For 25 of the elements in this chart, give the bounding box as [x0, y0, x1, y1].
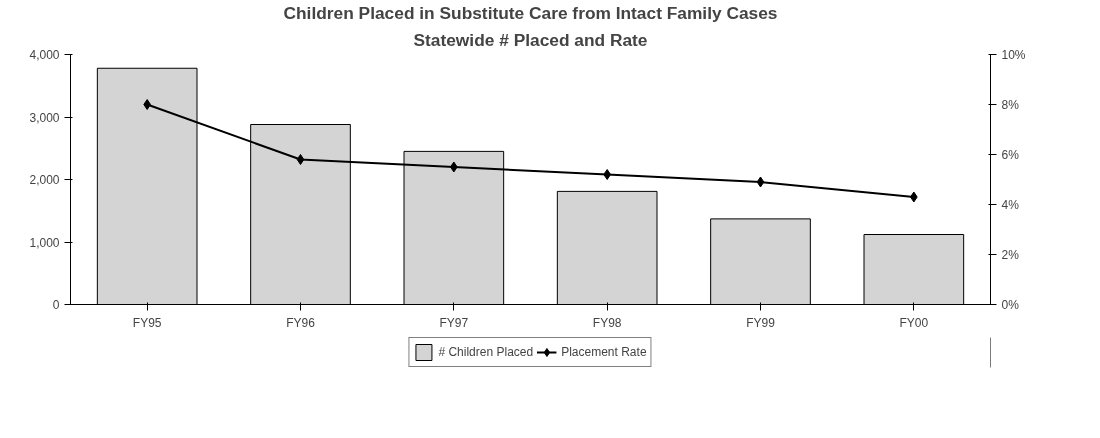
point: [296, 154, 305, 165]
y-tick-label: 1,000: [29, 235, 60, 250]
y-tick-label: 4,000: [29, 48, 60, 62]
y2-tick-label: 4%: [1001, 197, 1020, 212]
x-tick-label: FY98: [592, 315, 622, 330]
y2-tick-label: 8%: [1001, 97, 1020, 112]
y2-tick-label: 6%: [1001, 147, 1020, 162]
x-tick-label: FY99: [746, 315, 776, 330]
legend-label: Placement Rate: [561, 345, 647, 359]
chart-title: Children Placed in Substitute Care from Intact Family Cases: [283, 2, 778, 23]
x-tick-label: FY95: [132, 315, 162, 330]
point: [756, 176, 765, 188]
y2-tick-label: 2%: [1001, 247, 1020, 262]
y-tick-label: 0: [52, 298, 60, 312]
y2-tick-label: 0%: [1001, 297, 1020, 312]
point: [143, 99, 151, 110]
point: [603, 169, 611, 180]
y-tick-label: 3,000: [29, 110, 60, 125]
x-tick-label: FY00: [899, 315, 929, 330]
chart-subtitle: Statewide # Placed and Rate: [413, 29, 648, 50]
x-tick-label: FY97: [439, 315, 469, 330]
y2-tick-label: 10%: [1001, 47, 1026, 62]
legend-label: # Children Placed: [438, 345, 534, 359]
y-tick-label: 2,000: [29, 173, 60, 187]
x-tick-label: FY96: [286, 315, 316, 330]
